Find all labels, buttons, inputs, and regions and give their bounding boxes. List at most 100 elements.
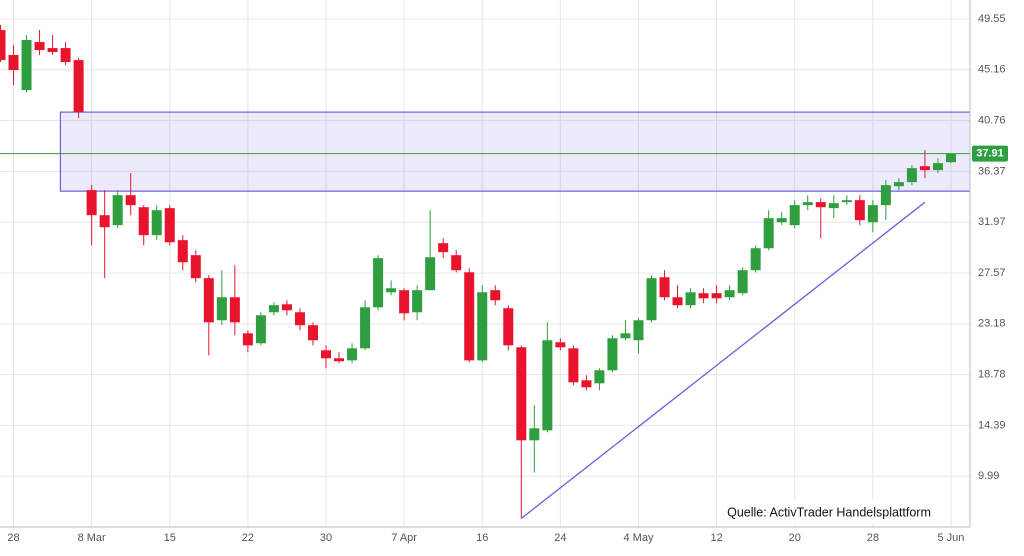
candle-body xyxy=(360,307,371,349)
x-tick-label: 15 xyxy=(164,532,176,544)
candle-body xyxy=(620,333,631,339)
candle-body xyxy=(177,240,188,263)
candle-body xyxy=(151,210,162,236)
y-tick-label: 31.97 xyxy=(978,216,1006,228)
candle-body xyxy=(255,315,266,344)
candle-body xyxy=(412,290,423,313)
candle-body xyxy=(268,305,279,313)
candle-body xyxy=(373,258,384,308)
candle-body xyxy=(451,255,462,271)
candle-body xyxy=(47,48,58,53)
candle-body xyxy=(568,348,579,383)
candle-body xyxy=(464,272,475,361)
x-tick-label: 28 xyxy=(867,532,879,544)
candle-body xyxy=(581,380,592,388)
candle-body xyxy=(229,297,240,323)
y-tick-label: 23.18 xyxy=(978,318,1006,330)
candle-body xyxy=(854,200,865,221)
candle-body xyxy=(841,200,852,203)
candle-body xyxy=(893,182,904,187)
candle-body xyxy=(529,428,540,441)
candle-body xyxy=(542,340,553,431)
candle-body xyxy=(86,190,97,216)
candle-body xyxy=(99,215,110,228)
candle-body xyxy=(242,333,253,346)
candle-body xyxy=(294,312,305,326)
candle-body xyxy=(737,270,748,294)
candle-body xyxy=(711,293,722,299)
candle-body xyxy=(21,39,32,91)
candle-body xyxy=(516,347,527,441)
candle-body xyxy=(425,257,436,291)
candle-body xyxy=(802,202,813,206)
candle-body xyxy=(815,202,826,208)
y-tick-label: 18.78 xyxy=(978,369,1006,381)
x-tick-label: 28 xyxy=(7,532,19,544)
candle-body xyxy=(750,248,761,271)
candle-body xyxy=(438,243,449,253)
x-tick-label: 24 xyxy=(554,532,566,544)
candle-body xyxy=(906,168,917,183)
x-tick-label: 5 Jun xyxy=(937,532,964,544)
candle-body xyxy=(932,163,943,171)
candle-body xyxy=(867,205,878,223)
plot-area xyxy=(0,24,970,519)
candle-body xyxy=(490,290,501,301)
candle-body xyxy=(594,370,605,384)
candle-body xyxy=(646,278,657,321)
candle-body xyxy=(945,153,956,163)
candle-body xyxy=(203,278,214,323)
y-tick-label: 49.55 xyxy=(978,13,1006,25)
y-tick-label: 9.99 xyxy=(978,470,999,482)
candle-body xyxy=(281,304,292,311)
y-tick-label: 14.39 xyxy=(978,419,1006,431)
candle-body xyxy=(789,205,800,226)
candle-body xyxy=(399,290,410,314)
axes: 9.99 14.39 18.78 23.18 27.57 31.97 36.37 40.76 4… xyxy=(7,13,1008,544)
candle-body xyxy=(685,292,696,306)
candle-body xyxy=(112,195,123,226)
candle-body xyxy=(347,348,358,361)
candle-body xyxy=(34,42,45,51)
candle-body xyxy=(776,218,787,223)
last-price-badge xyxy=(972,145,1008,162)
x-tick-label: 22 xyxy=(242,532,254,544)
price-zone xyxy=(59,111,970,192)
candle-body xyxy=(828,203,839,209)
candle-body xyxy=(919,166,930,171)
source-box xyxy=(720,500,938,524)
candle-body xyxy=(724,290,735,298)
candle-body xyxy=(880,185,891,206)
x-tick-label: 7 Apr xyxy=(391,532,417,544)
candle-body xyxy=(607,338,618,371)
candle-body xyxy=(60,48,71,63)
candle-body xyxy=(125,195,136,206)
source-text: Quelle: ActivTrader Handelsplattform xyxy=(727,505,931,519)
candle-body xyxy=(633,320,644,341)
candle-body xyxy=(321,350,331,359)
candle-body xyxy=(307,325,318,341)
candle-body xyxy=(0,30,6,61)
candle-body xyxy=(334,358,345,362)
candle-body xyxy=(698,293,709,299)
y-tick-label: 45.16 xyxy=(978,64,1006,76)
y-tick-label: 27.57 xyxy=(978,267,1006,279)
candle-body xyxy=(503,308,514,346)
candle-body xyxy=(386,288,397,293)
x-tick-label: 4 May xyxy=(623,532,653,544)
candle-body xyxy=(190,255,201,279)
x-tick-label: 20 xyxy=(789,532,801,544)
candle-body xyxy=(659,277,670,298)
candle-body xyxy=(8,55,19,71)
candle-body xyxy=(138,207,149,236)
x-tick-label: 30 xyxy=(320,532,332,544)
candle-body xyxy=(477,292,488,361)
x-tick-label: 8 Mar xyxy=(78,532,106,544)
y-tick-label: 36.37 xyxy=(978,165,1006,177)
x-tick-label: 16 xyxy=(476,532,488,544)
y-tick-label: 40.76 xyxy=(978,115,1006,127)
candle-body xyxy=(216,297,227,321)
candle-body xyxy=(555,342,566,348)
